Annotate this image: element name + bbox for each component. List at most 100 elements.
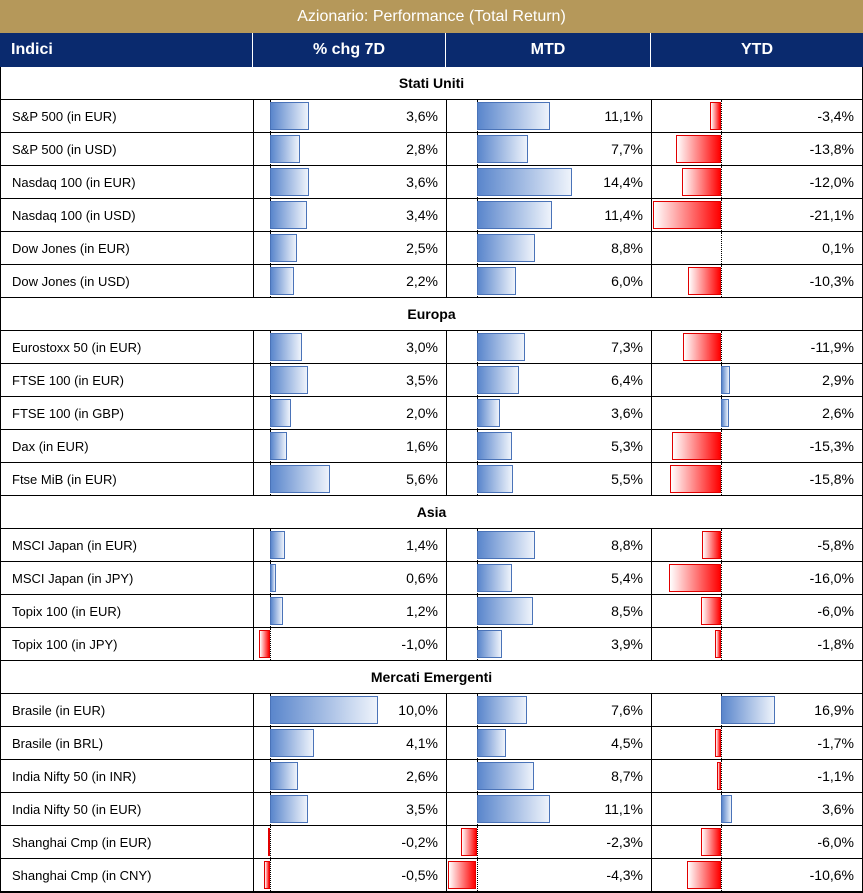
mtd-cell: 4,5% [447,727,652,759]
chg7d-value: 2,6% [406,768,438,784]
table-row: Ftse MiB (in EUR) 5,6% 5,5% -15,8% [1,463,862,496]
ytd-zero-axis [720,826,722,858]
ytd-bar [671,432,721,460]
mtd-cell: 7,7% [447,133,652,165]
column-header-row: Indici % chg 7D MTD YTD [0,33,863,67]
chg7d-cell: -0,5% [254,859,447,891]
mtd-value: 6,0% [611,273,643,289]
ytd-value: -6,0% [817,603,854,619]
mtd-bar [476,564,513,592]
index-name: Dow Jones (in USD) [1,265,254,297]
index-name: S&P 500 (in USD) [1,133,254,165]
table-row: FTSE 100 (in GBP) 2,0% 3,6% 2,6% [1,397,862,430]
mtd-cell: 6,4% [447,364,652,396]
ytd-zero-axis [720,232,722,264]
mtd-value: 8,8% [611,240,643,256]
chg7d-value: 2,5% [406,240,438,256]
mtd-value: 5,5% [611,471,643,487]
chg7d-bar [269,564,277,592]
chg7d-bar [259,630,270,658]
ytd-value: -10,3% [809,273,854,289]
ytd-bar [676,135,721,163]
section-header: Asia [1,496,862,529]
ytd-bar [720,795,733,823]
table-row: Dow Jones (in EUR) 2,5% 8,8% 0,1% [1,232,862,265]
ytd-cell: -21,1% [652,199,862,231]
chg7d-value: 3,5% [406,372,438,388]
mtd-value: 8,8% [611,537,643,553]
mtd-cell: 6,0% [447,265,652,297]
mtd-value: 11,1% [604,801,643,817]
index-name: MSCI Japan (in JPY) [1,562,254,594]
chg7d-cell: 0,6% [254,562,447,594]
table-row: FTSE 100 (in EUR) 3,5% 6,4% 2,9% [1,364,862,397]
index-name: Ftse MiB (in EUR) [1,463,254,495]
mtd-value: 4,5% [611,735,643,751]
mtd-value: 7,7% [611,141,643,157]
section-header: Mercati Emergenti [1,661,862,694]
table-row: Shanghai Cmp (in CNY) -0,5% -4,3% -10,6% [1,859,862,892]
mtd-cell: 7,6% [447,694,652,726]
header-chg7d: % chg 7D [253,33,446,67]
mtd-zero-axis [476,859,478,891]
mtd-value: 8,7% [611,768,643,784]
chg7d-bar [267,828,270,856]
chg7d-value: 3,4% [406,207,438,223]
chg7d-value: -1,0% [401,636,438,652]
mtd-cell: 8,7% [447,760,652,792]
mtd-cell: 3,9% [447,628,652,660]
chg7d-value: -0,2% [401,834,438,850]
chg7d-value: 4,1% [406,735,438,751]
chg7d-value: 5,6% [406,471,438,487]
ytd-cell: 3,6% [652,793,862,825]
ytd-cell: -11,9% [652,331,862,363]
ytd-zero-axis [720,265,722,297]
ytd-value: 3,6% [822,801,854,817]
mtd-bar [476,267,517,295]
ytd-value: 2,9% [822,372,854,388]
chg7d-value: -0,5% [401,867,438,883]
ytd-cell: 2,9% [652,364,862,396]
chg7d-cell: 2,2% [254,265,447,297]
ytd-value: -1,1% [817,768,854,784]
section-header: Stati Uniti [1,67,862,100]
index-name: India Nifty 50 (in INR) [1,760,254,792]
table-row: Dow Jones (in USD) 2,2% 6,0% -10,3% [1,265,862,298]
ytd-bar [720,399,730,427]
index-name: Nasdaq 100 (in USD) [1,199,254,231]
index-name: Nasdaq 100 (in EUR) [1,166,254,198]
mtd-bar [476,102,551,130]
mtd-value: -2,3% [606,834,643,850]
mtd-bar [476,234,535,262]
mtd-cell: -2,3% [447,826,652,858]
chg7d-bar [264,861,270,889]
chg7d-cell: 1,2% [254,595,447,627]
index-name: Shanghai Cmp (in CNY) [1,859,254,891]
chg7d-zero-axis [269,628,271,660]
mtd-bar [476,762,535,790]
chg7d-cell: 5,6% [254,463,447,495]
chg7d-cell: 2,6% [254,760,447,792]
chg7d-cell: 2,5% [254,232,447,264]
table-row: Dax (in EUR) 1,6% 5,3% -15,3% [1,430,862,463]
ytd-value: -15,3% [809,438,854,454]
table-row: Nasdaq 100 (in USD) 3,4% 11,4% -21,1% [1,199,862,232]
chg7d-value: 3,6% [406,174,438,190]
ytd-zero-axis [720,133,722,165]
ytd-cell: -15,3% [652,430,862,462]
chg7d-bar [269,762,298,790]
table-row: MSCI Japan (in JPY) 0,6% 5,4% -16,0% [1,562,862,595]
mtd-bar [476,168,572,196]
mtd-cell: 5,3% [447,430,652,462]
chg7d-cell: 2,8% [254,133,447,165]
chg7d-bar [269,399,292,427]
chg7d-cell: 3,5% [254,364,447,396]
ytd-cell: 0,1% [652,232,862,264]
index-name: S&P 500 (in EUR) [1,100,254,132]
index-name: Dax (in EUR) [1,430,254,462]
mtd-zero-axis [476,826,478,858]
ytd-zero-axis [720,166,722,198]
mtd-value: 14,4% [603,174,643,190]
ytd-value: -6,0% [817,834,854,850]
ytd-zero-axis [720,529,722,561]
